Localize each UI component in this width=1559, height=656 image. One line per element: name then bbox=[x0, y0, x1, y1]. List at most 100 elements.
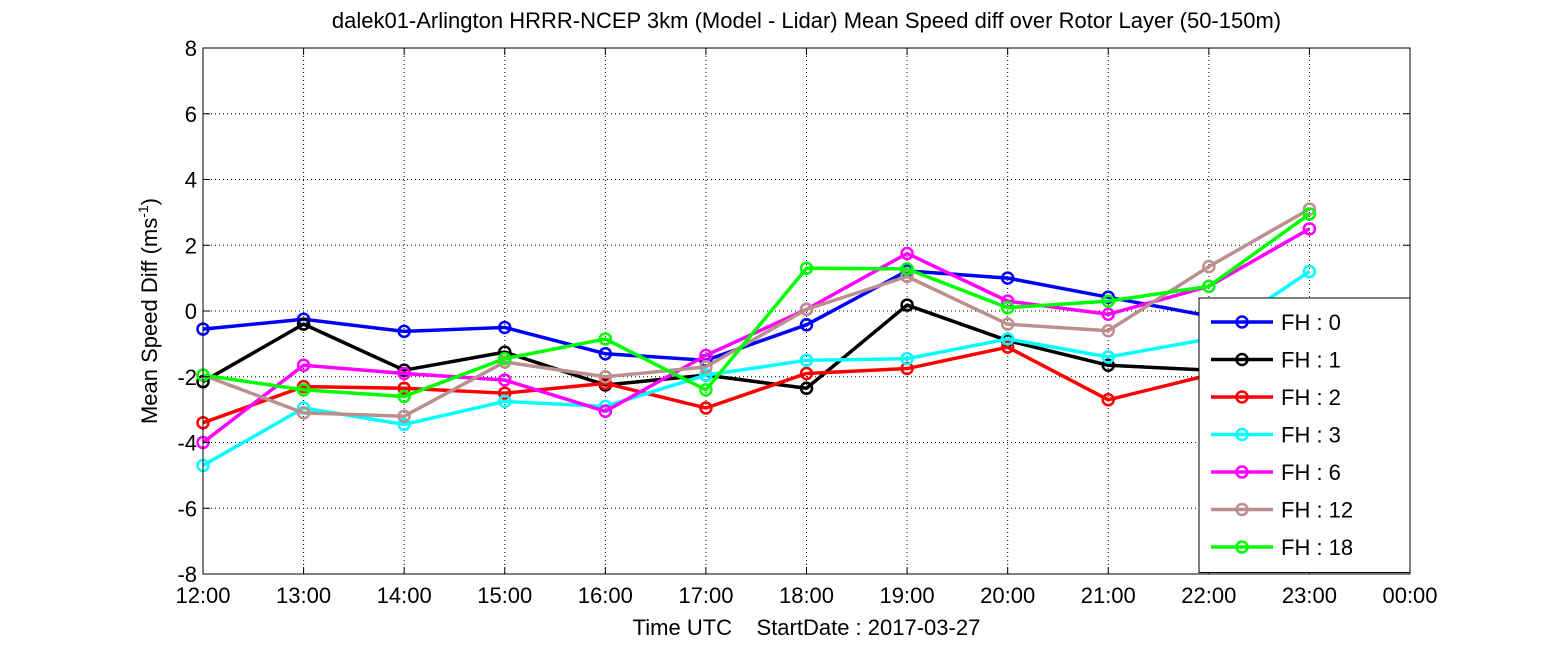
axis-ticks: 12:00 13:00 14:00 15:00 16:00 17:00 18:00 19:00… bbox=[175, 36, 1437, 608]
data-point bbox=[397, 417, 411, 432]
data-point bbox=[397, 389, 411, 404]
data-point bbox=[498, 386, 512, 400]
data-point bbox=[699, 360, 713, 374]
x-tick-label: 13:00 bbox=[276, 583, 331, 608]
x-tick-label: 00:00 bbox=[1382, 583, 1437, 608]
data-point bbox=[1101, 307, 1115, 322]
data-point bbox=[397, 381, 411, 396]
legend-label: FH : 3 bbox=[1281, 423, 1341, 448]
y-tick-label: -8 bbox=[177, 562, 197, 587]
data-point bbox=[799, 381, 814, 396]
y-tick-label: -2 bbox=[177, 365, 197, 390]
data-point bbox=[598, 404, 613, 419]
data-point bbox=[296, 358, 311, 372]
data-point bbox=[397, 409, 411, 423]
data-point bbox=[699, 368, 713, 382]
data-point bbox=[1202, 259, 1216, 274]
y-tick-label: -6 bbox=[177, 496, 197, 521]
data-point bbox=[799, 353, 814, 368]
series-line bbox=[202, 345, 1210, 425]
legend-swatch-marker bbox=[1235, 427, 1249, 442]
data-point bbox=[1000, 317, 1015, 331]
series-group bbox=[196, 207, 1317, 404]
legend-swatch-marker bbox=[1235, 540, 1249, 554]
data-point bbox=[1000, 340, 1015, 354]
legend-label: FH : 6 bbox=[1281, 460, 1341, 485]
data-point bbox=[799, 366, 814, 381]
y-axis-label-superscript: -1 bbox=[135, 205, 151, 218]
data-point bbox=[1101, 358, 1115, 372]
data-point bbox=[1202, 279, 1216, 294]
data-point bbox=[1000, 271, 1015, 285]
data-point bbox=[900, 262, 914, 276]
data-point bbox=[900, 298, 914, 312]
x-tick-label: 23:00 bbox=[1282, 583, 1337, 608]
data-point bbox=[296, 406, 311, 420]
x-tick-label: 15:00 bbox=[477, 583, 532, 608]
data-point bbox=[397, 324, 411, 339]
legend-swatch-marker bbox=[1235, 315, 1249, 329]
data-point bbox=[699, 383, 713, 397]
y-tick-label: 2 bbox=[185, 233, 197, 258]
x-tick-label: 17:00 bbox=[678, 583, 733, 608]
data-point bbox=[1302, 207, 1317, 221]
legend: FH : 0 FH : 1 FH : 2 FH : 3 FH : 6 FH : 12 FH … bbox=[1198, 297, 1411, 573]
x-tick-label: 21:00 bbox=[1081, 583, 1136, 608]
data-point bbox=[1000, 300, 1015, 315]
legend-label: FH : 12 bbox=[1281, 498, 1353, 523]
y-tick-label: 0 bbox=[185, 299, 197, 324]
chart-title: dalek01-Arlington HRRR-NCEP 3km (Model -… bbox=[332, 8, 1281, 33]
data-point bbox=[498, 351, 512, 366]
y-axis-label: Mean Speed Diff (ms-1) bbox=[135, 198, 162, 424]
y-axis-label-main: Mean Speed Diff (ms bbox=[137, 218, 162, 424]
series-line bbox=[202, 212, 1311, 399]
y-tick-label: 6 bbox=[185, 102, 197, 127]
x-tick-label: 12:00 bbox=[175, 583, 230, 608]
x-tick-label: 22:00 bbox=[1181, 583, 1236, 608]
data-point bbox=[498, 394, 512, 409]
x-tick-label: 19:00 bbox=[880, 583, 935, 608]
data-point bbox=[1101, 323, 1115, 338]
data-point bbox=[799, 302, 814, 317]
data-series bbox=[196, 202, 1317, 473]
series-group bbox=[196, 202, 1317, 423]
data-point bbox=[699, 401, 713, 415]
data-point bbox=[1302, 264, 1317, 279]
x-tick-label: 18:00 bbox=[779, 583, 834, 608]
series-line bbox=[202, 270, 1311, 468]
data-point bbox=[1302, 222, 1317, 236]
legend-label: FH : 2 bbox=[1281, 385, 1341, 410]
data-point bbox=[900, 269, 914, 284]
data-point bbox=[598, 346, 613, 361]
data-point bbox=[900, 246, 914, 261]
y-tick-label: 8 bbox=[185, 36, 197, 61]
series-line bbox=[202, 207, 1311, 418]
data-point bbox=[296, 317, 311, 331]
legend-swatch-marker bbox=[1235, 390, 1249, 404]
data-point bbox=[598, 332, 613, 346]
data-point bbox=[799, 318, 814, 332]
series-line bbox=[201, 227, 1311, 444]
data-point bbox=[799, 261, 814, 276]
x-tick-label: 14:00 bbox=[377, 583, 432, 608]
data-point bbox=[1101, 294, 1115, 308]
data-point bbox=[1101, 393, 1115, 407]
y-tick-label: -4 bbox=[177, 431, 197, 456]
data-point bbox=[1000, 332, 1015, 346]
data-point bbox=[296, 383, 311, 397]
y-tick-label: 4 bbox=[185, 168, 197, 193]
data-point bbox=[598, 370, 613, 384]
x-axis-label: Time UTC StartDate : 2017-03-27 bbox=[633, 615, 981, 640]
legend-swatch-marker bbox=[1235, 465, 1249, 479]
legend-swatch-marker bbox=[1235, 502, 1249, 517]
data-point bbox=[397, 366, 411, 381]
legend-label: FH : 0 bbox=[1281, 310, 1341, 335]
data-point bbox=[1101, 350, 1115, 364]
data-point bbox=[900, 351, 914, 366]
data-point bbox=[498, 320, 512, 335]
legend-label: FH : 18 bbox=[1281, 535, 1353, 560]
legend-swatch-marker bbox=[1235, 352, 1249, 367]
legend-label: FH : 1 bbox=[1281, 348, 1341, 373]
x-tick-label: 16:00 bbox=[578, 583, 633, 608]
